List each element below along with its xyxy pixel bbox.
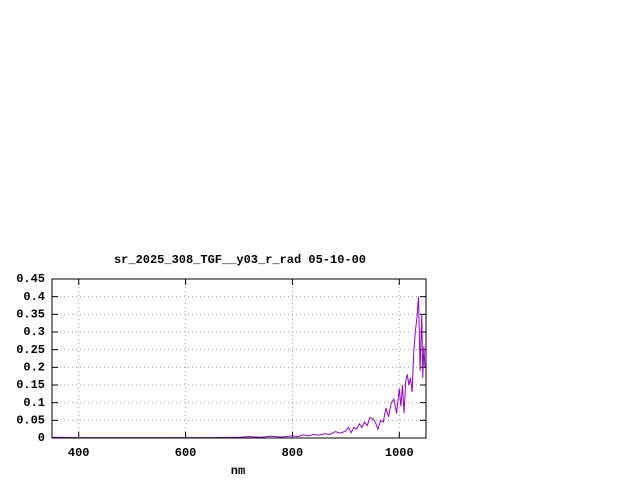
x-tick-label: 400	[68, 446, 90, 460]
y-tick-label: 0.3	[23, 325, 45, 339]
x-tick-label: 1000	[385, 446, 414, 460]
y-tick-label: 0.2	[23, 361, 45, 375]
y-tick-label: 0.25	[16, 343, 45, 357]
x-axis-label: nm	[231, 464, 245, 478]
x-tick-label: 600	[175, 446, 197, 460]
plot-border	[51, 278, 427, 439]
data-line	[51, 296, 426, 439]
chart-title: sr_2025_308_TGF__y03_r_rad 05-10-00	[114, 253, 366, 267]
y-tick-label: 0.35	[16, 308, 45, 322]
x-tick-label: 800	[282, 446, 304, 460]
y-tick-label: 0.1	[23, 396, 45, 410]
y-tick-label: 0.15	[16, 378, 45, 392]
y-tick-label: 0.4	[23, 290, 45, 304]
y-tick-label: 0.05	[16, 414, 45, 428]
y-tick-label: 0.45	[16, 272, 45, 286]
y-tick-label: 0	[38, 431, 45, 445]
